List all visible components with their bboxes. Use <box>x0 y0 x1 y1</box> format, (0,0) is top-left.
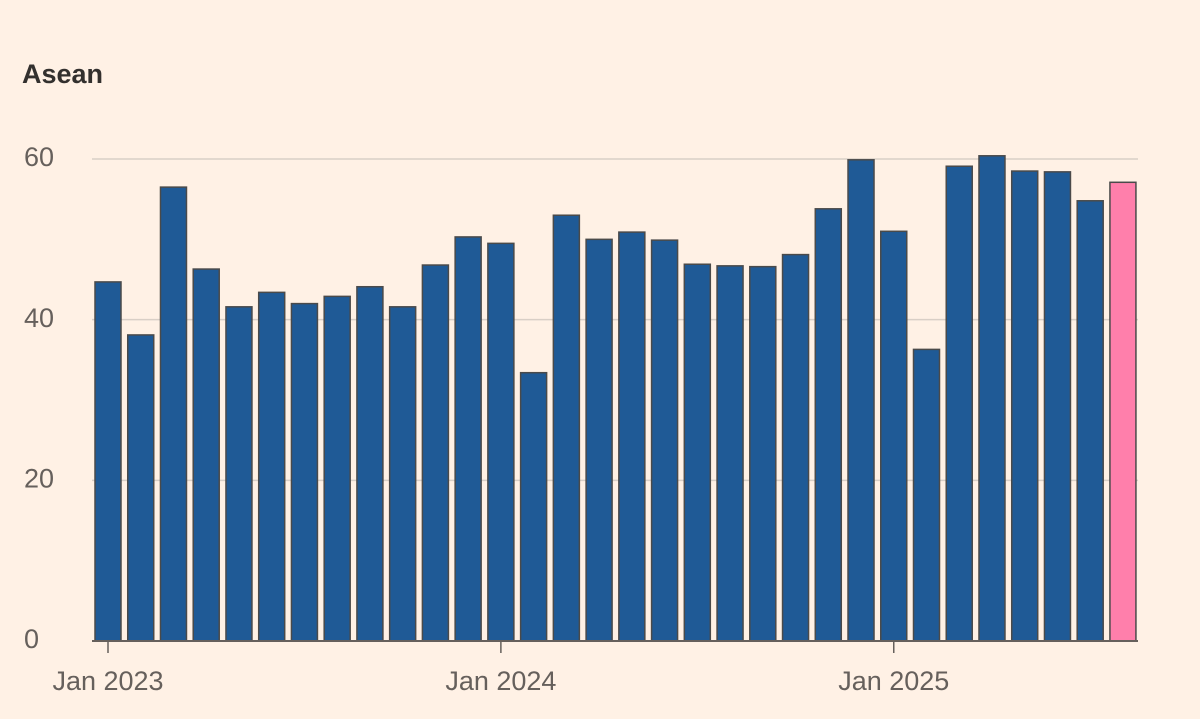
bar <box>683 263 712 642</box>
bar <box>1109 181 1137 642</box>
x-tick-label: Jan 2023 <box>52 666 163 696</box>
bar <box>880 230 908 642</box>
bar <box>847 159 875 642</box>
bar <box>388 306 417 642</box>
bar <box>257 291 286 642</box>
bar <box>94 281 122 642</box>
bar <box>716 265 744 642</box>
y-tick-label: 20 <box>24 463 54 493</box>
y-tick-label: 0 <box>24 624 39 654</box>
bar <box>781 253 810 642</box>
bar <box>421 264 450 642</box>
bar <box>552 214 581 642</box>
bar <box>1043 171 1072 642</box>
bar <box>749 265 777 642</box>
bar <box>585 238 613 642</box>
bar <box>978 155 1006 642</box>
x-tick-label: Jan 2025 <box>838 666 949 696</box>
bar <box>650 239 679 642</box>
y-tick-label: 40 <box>24 303 54 333</box>
bar <box>290 302 319 642</box>
bar <box>519 371 548 642</box>
bar <box>487 242 515 642</box>
bar <box>1076 200 1104 642</box>
y-tick-label: 60 <box>24 142 54 172</box>
bar <box>618 231 646 642</box>
bar <box>1010 170 1039 642</box>
bar <box>945 165 973 642</box>
bar <box>159 186 188 642</box>
bar <box>225 306 253 642</box>
bar <box>323 295 351 642</box>
chart-title: Asean <box>22 59 103 89</box>
bar <box>454 236 482 642</box>
bar <box>126 334 155 642</box>
x-tick-label: Jan 2024 <box>445 666 556 696</box>
bar <box>814 208 843 642</box>
bar <box>356 285 384 642</box>
bar <box>912 348 941 642</box>
bar <box>192 268 220 642</box>
